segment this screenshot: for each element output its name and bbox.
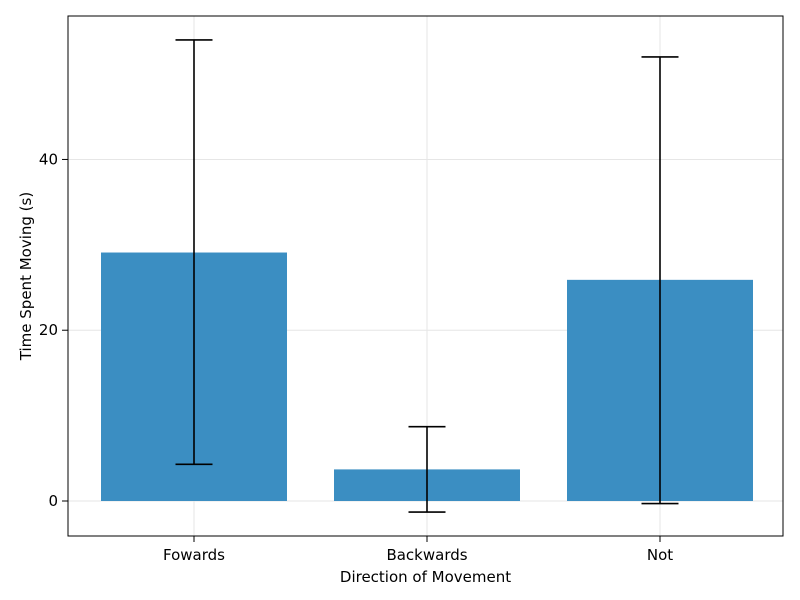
x-tick-label: Backwards bbox=[386, 546, 467, 564]
x-axis-title: Direction of Movement bbox=[340, 568, 511, 586]
x-tick-label: Fowards bbox=[163, 546, 225, 564]
y-tick-label: 0 bbox=[48, 492, 58, 510]
errorbar-layer bbox=[175, 39, 679, 513]
x-tick-label: Not bbox=[647, 546, 673, 564]
tick-layer: 0 20 40 Fowards Backwards Not bbox=[39, 150, 673, 564]
y-tick-label: 20 bbox=[39, 321, 58, 339]
plot-frame bbox=[67, 15, 784, 537]
y-tick-label: 40 bbox=[39, 150, 58, 168]
y-axis-title: Time Spent Moving (s) bbox=[17, 192, 35, 361]
